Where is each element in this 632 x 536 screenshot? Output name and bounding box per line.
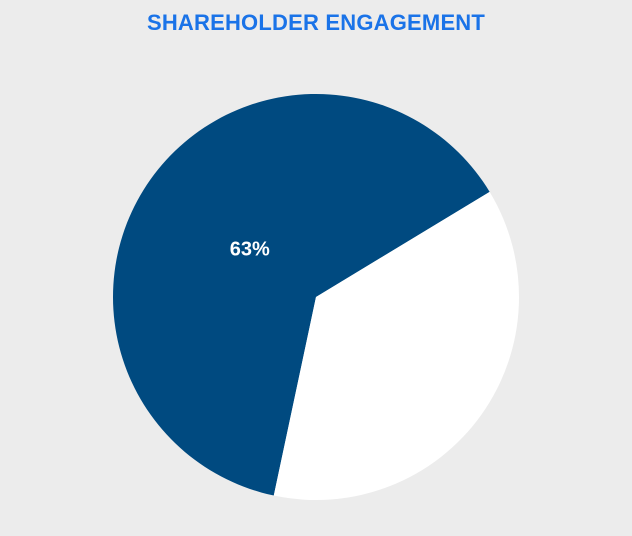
- pie-labels: 63%: [230, 238, 270, 260]
- pie-slice-1: [112, 93, 490, 496]
- pie-slices: [112, 93, 519, 500]
- chart-title: SHAREHOLDER ENGAGEMENT: [146, 10, 486, 35]
- pie-slice-label-1: 63%: [230, 238, 270, 260]
- pie-slice-2: [273, 191, 519, 500]
